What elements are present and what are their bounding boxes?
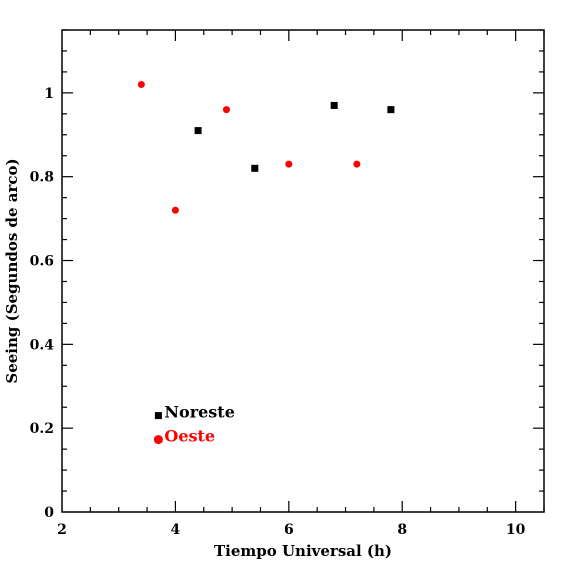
data-point-oeste	[353, 160, 361, 168]
legend-marker-oeste	[153, 435, 163, 445]
legend-label-oeste: Oeste	[164, 427, 215, 446]
plot-frame	[61, 29, 545, 513]
data-point-oeste	[222, 106, 230, 114]
y-tick-label: 0.8	[30, 170, 54, 186]
axis-ticks	[62, 29, 545, 512]
y-axis-label: Seeing (Segundos de arco)	[3, 158, 21, 383]
y-tick-label: 0.2	[30, 421, 54, 437]
x-tick-label: 6	[284, 522, 294, 538]
data-points	[137, 80, 395, 214]
y-tick-label: 0	[44, 505, 54, 521]
legend-label-noreste: Noreste	[164, 403, 234, 422]
data-point-noreste	[330, 101, 338, 109]
data-point-noreste	[387, 106, 395, 114]
data-point-oeste	[171, 206, 179, 214]
x-tick-label: 2	[57, 522, 67, 538]
data-point-oeste	[285, 160, 293, 168]
legend-marker-noreste	[154, 412, 162, 420]
y-tick-label: 0.4	[30, 337, 55, 353]
tick-labels: 2 4 6 8 10 0 0.2 0.4 0.6 0.8 1	[30, 86, 526, 538]
legend: Noreste Oeste	[153, 403, 235, 446]
data-point-noreste	[251, 164, 259, 172]
x-tick-label: 10	[506, 522, 526, 538]
data-point-oeste	[137, 80, 145, 88]
data-point-noreste	[194, 127, 202, 135]
y-tick-label: 1	[44, 86, 54, 102]
y-tick-label: 0.6	[30, 254, 54, 270]
x-tick-label: 4	[171, 522, 181, 538]
x-axis-label: Tiempo Universal (h)	[214, 542, 392, 560]
x-tick-label: 8	[397, 522, 407, 538]
